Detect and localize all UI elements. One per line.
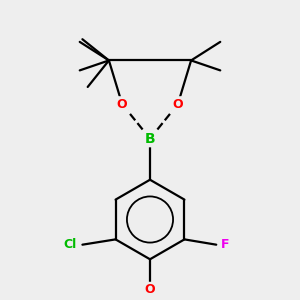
Text: O: O <box>172 98 183 111</box>
Text: F: F <box>221 238 230 251</box>
Text: O: O <box>117 98 128 111</box>
Text: B: B <box>145 132 155 145</box>
Text: O: O <box>145 283 155 296</box>
Text: Cl: Cl <box>64 238 77 251</box>
